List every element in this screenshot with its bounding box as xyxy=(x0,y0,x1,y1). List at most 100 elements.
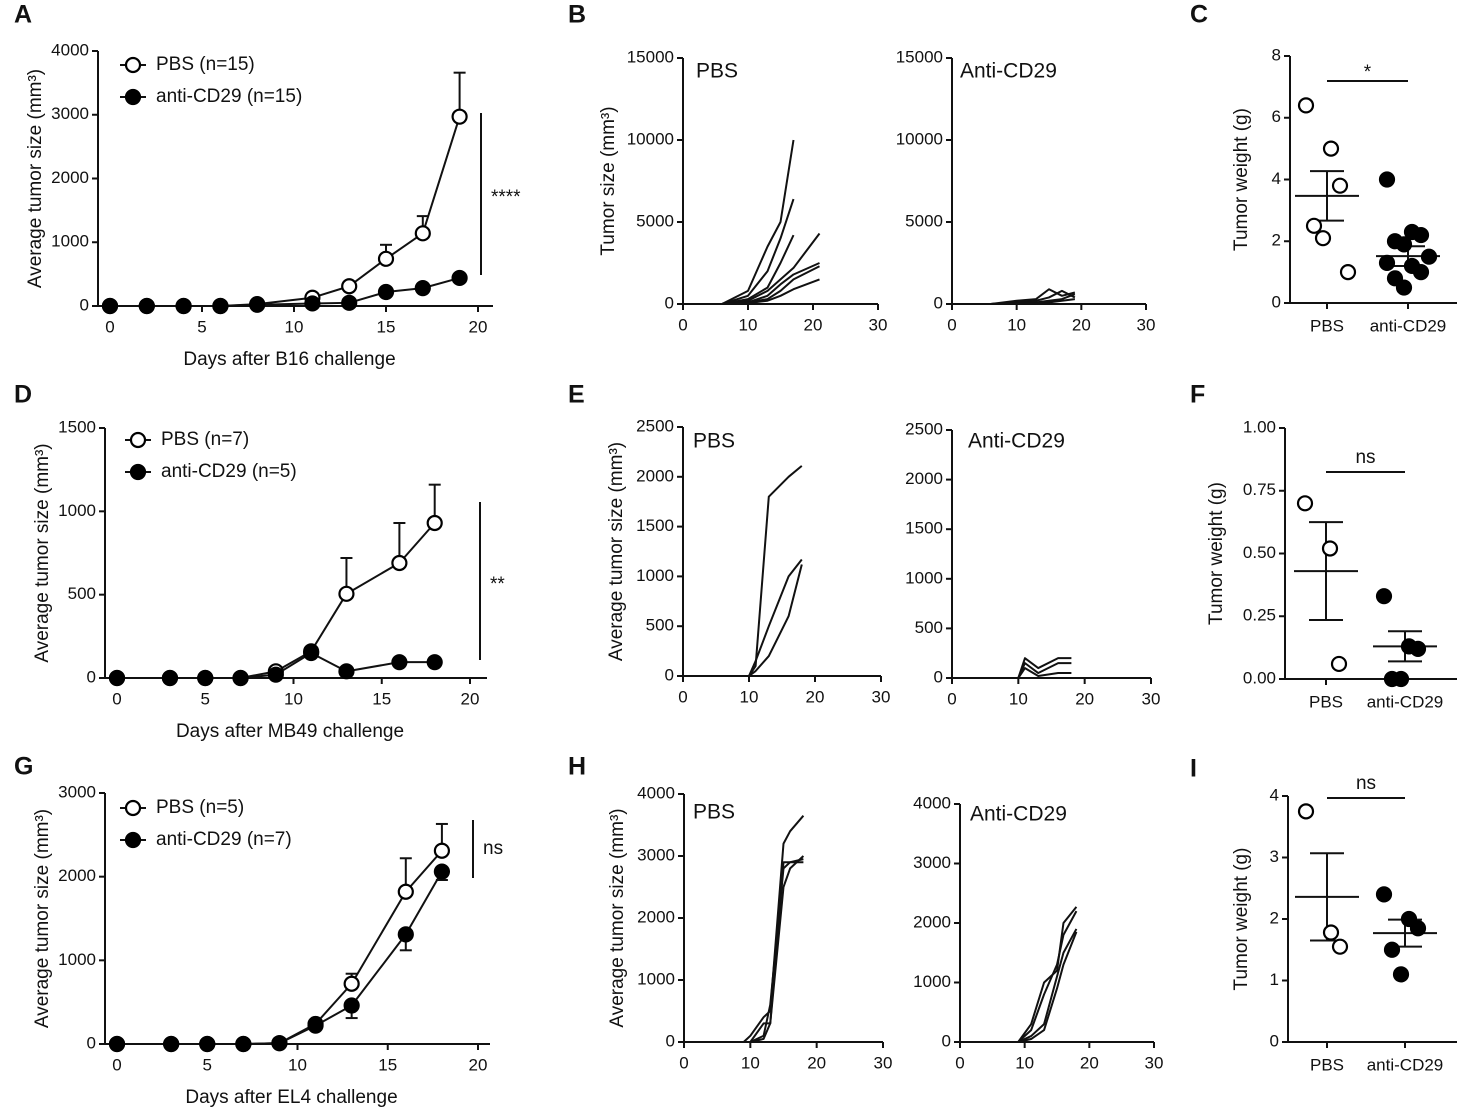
panel-label: PBS xyxy=(696,60,738,83)
y-tick-label: 1500 xyxy=(905,519,943,538)
data-point xyxy=(338,663,355,680)
series-line xyxy=(684,815,805,1043)
panel-letter: D xyxy=(14,381,32,409)
y-tick-label: 10000 xyxy=(896,129,943,148)
data-point xyxy=(341,294,358,311)
legend-label: PBS (n=7) xyxy=(161,429,249,450)
y-tick-label: 2000 xyxy=(637,907,675,926)
x-tick-label: 10 xyxy=(285,317,304,336)
data-point xyxy=(414,280,431,297)
y-tick-label: 2 xyxy=(1272,231,1281,250)
y-axis-label: Average tumor size (mm³) xyxy=(25,69,46,288)
y-tick-label: 1500 xyxy=(58,417,96,436)
legend-marker xyxy=(124,799,142,817)
y-tick-label: 4000 xyxy=(913,793,951,812)
data-point xyxy=(1378,254,1396,271)
x-tick-label: 10 xyxy=(741,1053,760,1072)
data-point xyxy=(433,863,450,880)
data-point xyxy=(397,926,414,943)
x-tick-label: 20 xyxy=(469,317,488,336)
y-tick-label: 0.25 xyxy=(1243,606,1276,625)
x-tick-label: PBS xyxy=(1310,1055,1344,1074)
data-point xyxy=(397,883,414,900)
y-tick-label: 2500 xyxy=(636,416,674,435)
y-axis-label: Average tumor size (mm³) xyxy=(32,809,53,1028)
y-tick-label: 5000 xyxy=(636,211,674,230)
data-point xyxy=(163,1035,180,1053)
y-tick-label: 3000 xyxy=(58,782,96,801)
panel-letter: E xyxy=(568,381,585,409)
y-tick-label: 8 xyxy=(1272,45,1281,64)
y-axis-label: Average tumor size (mm³) xyxy=(607,808,628,1027)
y-tick-label: 500 xyxy=(915,618,943,637)
data-point xyxy=(271,1035,288,1052)
x-tick-label: anti-CD29 xyxy=(1370,316,1447,335)
x-tick-label: 20 xyxy=(469,1055,488,1074)
x-tick-label: PBS xyxy=(1309,692,1343,711)
panel-letter: C xyxy=(1190,1,1208,29)
y-axis-label: Tumor weight (g) xyxy=(1206,482,1227,625)
series-line xyxy=(683,139,795,305)
x-tick-label: 0 xyxy=(105,317,114,336)
series-line xyxy=(683,558,803,677)
y-tick-label: 1.00 xyxy=(1243,417,1276,436)
data-point xyxy=(1339,264,1357,281)
y-tick-label: 3000 xyxy=(637,845,675,864)
data-point xyxy=(343,975,360,992)
x-tick-label: 10 xyxy=(284,689,303,708)
data-point xyxy=(1412,226,1430,244)
series-line xyxy=(110,276,460,307)
x-tick-label: 30 xyxy=(1142,689,1161,708)
y-tick-label: 0.50 xyxy=(1243,543,1276,562)
y-tick-label: 1000 xyxy=(636,566,674,585)
x-tick-label: 15 xyxy=(377,317,396,336)
x-tick-label: 0 xyxy=(112,1055,121,1074)
y-tick-label: 2000 xyxy=(913,912,951,931)
x-tick-label: 10 xyxy=(288,1055,307,1074)
data-point xyxy=(1409,920,1427,937)
data-point xyxy=(1330,655,1348,673)
x-tick-label: 15 xyxy=(372,689,391,708)
x-tick-label: 20 xyxy=(804,315,823,334)
panel-letter: A xyxy=(14,1,32,29)
y-tick-label: 4 xyxy=(1272,169,1281,188)
data-point xyxy=(1331,177,1349,194)
y-tick-label: 0 xyxy=(665,665,674,684)
data-point xyxy=(199,1035,216,1053)
x-tick-label: 30 xyxy=(874,1053,893,1072)
y-axis-label: Tumor size (mm³) xyxy=(598,106,619,255)
series-line xyxy=(952,662,1072,679)
data-point xyxy=(175,297,192,315)
data-point xyxy=(451,108,468,125)
y-tick-label: 2500 xyxy=(905,419,943,438)
x-axis-label: Days after B16 challenge xyxy=(183,349,395,370)
y-tick-label: 3000 xyxy=(51,104,89,123)
data-point xyxy=(232,669,249,687)
data-point xyxy=(1331,938,1349,955)
y-tick-label: 0 xyxy=(934,293,943,312)
legend-label: PBS (n=15) xyxy=(156,54,255,75)
x-axis-label: Days after EL4 challenge xyxy=(185,1087,397,1108)
data-point xyxy=(1314,230,1332,247)
series-line xyxy=(960,906,1078,1043)
panel-letter: I xyxy=(1190,755,1197,783)
data-point xyxy=(1375,588,1393,605)
y-axis-label: Average tumor size (mm³) xyxy=(606,442,627,661)
y-tick-label: 0 xyxy=(1270,1031,1279,1050)
data-point xyxy=(1412,264,1430,281)
data-point xyxy=(338,585,355,602)
legend-label: PBS (n=5) xyxy=(156,797,244,818)
x-tick-label: anti-CD29 xyxy=(1367,692,1444,711)
data-point xyxy=(138,297,155,315)
panel-label: PBS xyxy=(693,801,735,824)
data-point xyxy=(1378,171,1396,188)
y-tick-label: 0 xyxy=(665,293,674,312)
significance-label: ns xyxy=(1356,773,1376,794)
series-line xyxy=(117,850,443,1045)
data-point xyxy=(1392,966,1410,983)
panel-label: Anti-CD29 xyxy=(970,803,1067,826)
x-tick-label: 30 xyxy=(1145,1053,1164,1072)
data-point xyxy=(1392,670,1410,688)
data-point xyxy=(1395,236,1413,253)
